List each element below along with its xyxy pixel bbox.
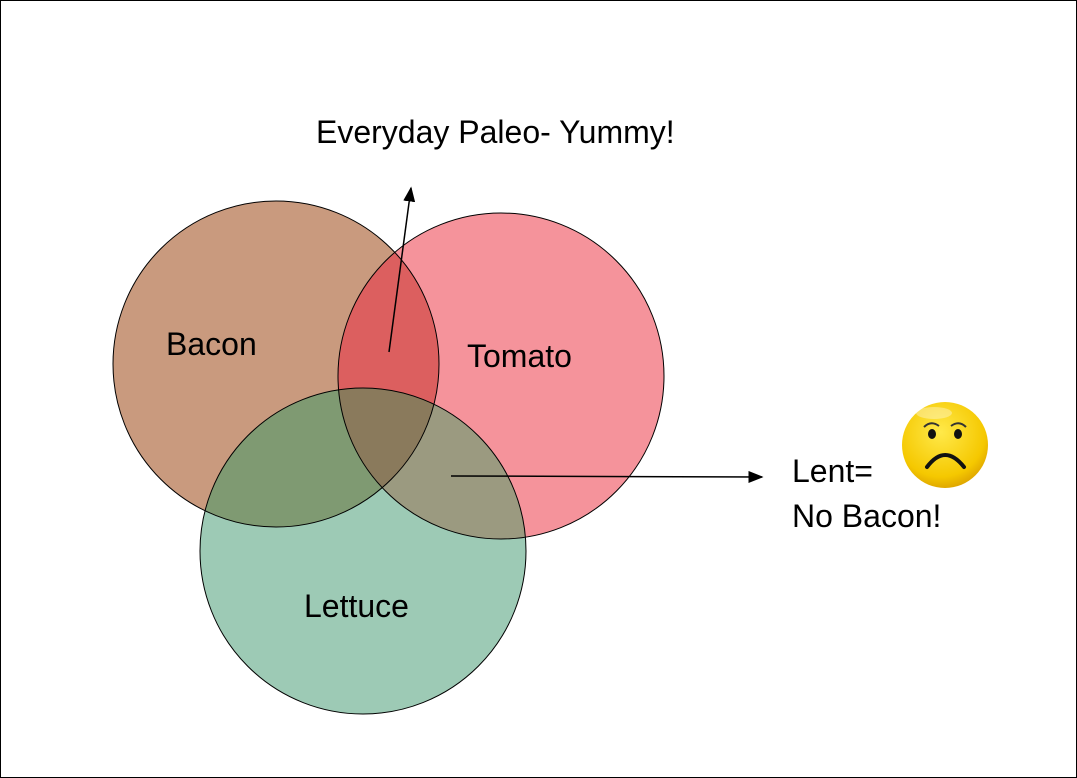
lettuce-label: Lettuce (304, 588, 409, 624)
arrow-top (388, 186, 416, 353)
bacon-label: Bacon (166, 326, 257, 362)
tomato-label: Tomato (467, 338, 572, 374)
arrow-right (450, 470, 764, 483)
right-annotation-line2: No Bacon! (792, 498, 942, 534)
tomato-lettuce-overlap (338, 388, 526, 539)
right-annotation-line1: Lent= (792, 453, 873, 489)
bacon-lettuce-overlap (200, 388, 439, 527)
top-annotation: Everyday Paleo- Yummy! (316, 114, 675, 150)
sad-face-emoji-icon (902, 402, 988, 488)
